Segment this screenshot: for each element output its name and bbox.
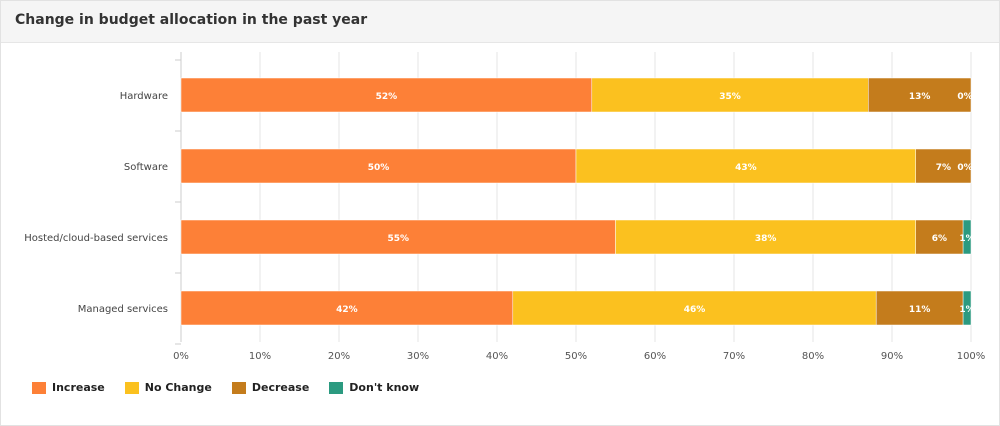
data-label: 1% [959,305,974,315]
bar-segment-increase [180,219,616,255]
legend-swatch [329,381,344,394]
chart-title: Change in budget allocation in the past … [15,12,368,28]
data-label: 42% [336,305,358,315]
data-label: 52% [376,92,398,102]
x-tick-label: 20% [328,351,350,362]
legend-item[interactable]: No Change [124,381,212,394]
bar-segment-don-t-know [962,219,972,255]
x-tick-label: 30% [407,351,429,362]
x-tick-label: 80% [802,351,824,362]
bar-segment-no-change [575,148,916,184]
x-tick-label: 40% [486,351,508,362]
bar-segment-increase [180,290,514,326]
bar-segment-decrease [915,219,964,255]
category-label: Managed services [78,304,168,315]
legend-item[interactable]: Increase [32,381,105,394]
bar-segment-decrease [875,290,964,326]
bar-segment-no-change [512,290,877,326]
data-label: 11% [909,305,931,315]
bar-segment-increase [180,148,577,184]
data-label: 7% [936,163,951,173]
bar-segment-increase [180,77,593,113]
data-label: 6% [932,234,947,244]
x-tick-label: 70% [723,351,745,362]
legend-swatch [231,381,246,394]
x-tick-label: 50% [565,351,587,362]
data-label: 50% [368,163,390,173]
legend-item[interactable]: Don't know [329,381,419,394]
legend-label: No Change [144,381,212,394]
legend-label: Decrease [251,381,310,394]
bar-segment-decrease [868,77,972,113]
x-tick-label: 10% [249,351,271,362]
x-tick-label: 90% [881,351,903,362]
data-label: 1% [959,234,974,244]
x-tick-label: 0% [173,351,189,362]
legend-item[interactable]: Decrease [231,381,310,394]
x-tick-label: 100% [957,351,986,362]
data-label: 55% [387,234,409,244]
data-label: 0% [957,92,972,102]
category-label: Hosted/cloud-based services [24,233,168,244]
legend-label: Increase [52,381,105,394]
category-label: Hardware [120,91,168,102]
data-label: 13% [909,92,931,102]
data-label: 0% [957,163,972,173]
x-tick-label: 60% [644,351,666,362]
category-label: Software [124,162,168,173]
chart-legend: Increase No Change Decrease Don't know [32,381,419,394]
bar-segment-don-t-know [962,290,972,326]
bar-segment-decrease [915,148,972,184]
legend-swatch [32,381,46,394]
bar-segment-no-change [591,77,869,113]
data-label: 38% [755,234,777,244]
data-label: 43% [735,163,757,173]
legend-swatch [124,381,139,394]
stacked-bar-chart: 0% 10% 20% 30% 40% 50% 60% 70% 80% 90% 100% Hardwar… [24,52,986,362]
data-label: 46% [684,305,706,315]
legend-label: Don't know [349,381,420,394]
data-label: 35% [719,92,741,102]
card-header: Change in budget allocation in the past … [1,1,999,43]
